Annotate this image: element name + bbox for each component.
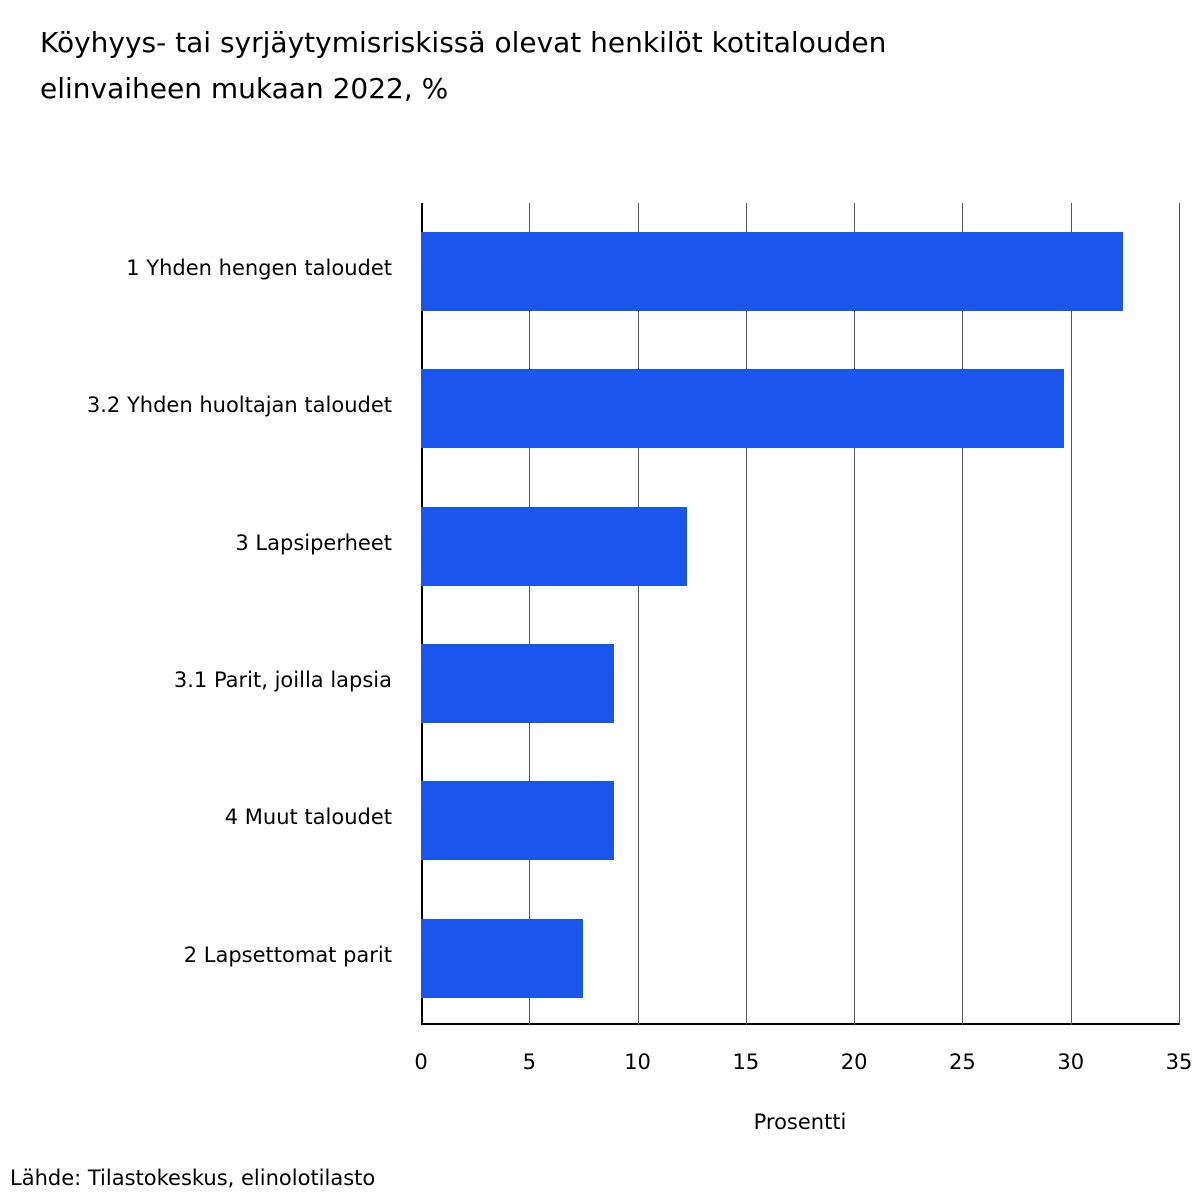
bar	[421, 781, 614, 861]
category-label: 4 Muut taloudet	[224, 805, 392, 830]
gridline	[745, 203, 747, 1025]
gridline	[1179, 203, 1180, 1025]
category-label: 3 Lapsiperheet	[235, 530, 392, 555]
bar	[421, 232, 1123, 311]
x-axis-label: Prosentti	[753, 1110, 847, 1134]
x-tick-label: 0	[414, 1050, 428, 1074]
x-tick-label: 5	[522, 1050, 536, 1074]
x-axis-line	[421, 1023, 1179, 1025]
gridline	[637, 203, 639, 1025]
category-label: 2 Lapsettomat parit	[183, 942, 392, 967]
y-axis-line	[421, 203, 423, 1025]
plot-area	[421, 203, 1180, 1025]
bar	[421, 506, 688, 586]
category-label: 1 Yhden hengen taloudet	[126, 256, 392, 280]
gridline	[529, 203, 531, 1025]
gridline	[962, 203, 964, 1025]
gridline	[1070, 203, 1072, 1025]
source-note: Lähde: Tilastokeskus, elinolotilasto	[10, 1166, 376, 1190]
chart-title: Köyhyys- tai syrjäytymisriskissä olevat …	[40, 26, 887, 105]
bar	[421, 369, 1065, 449]
x-tick-label: 20	[840, 1050, 868, 1074]
gridline	[854, 203, 856, 1025]
category-label: 3.1 Parit, joilla lapsia	[173, 667, 392, 692]
x-tick-label: 15	[732, 1050, 760, 1074]
bar	[421, 643, 614, 723]
bar	[421, 918, 584, 998]
x-tick-label: 25	[949, 1050, 976, 1074]
x-tick-label: 30	[1057, 1050, 1085, 1074]
x-tick-label: 10	[624, 1050, 651, 1074]
x-tick-label: 35	[1165, 1050, 1193, 1074]
category-label: 3.2 Yhden huoltajan taloudet	[86, 393, 392, 418]
